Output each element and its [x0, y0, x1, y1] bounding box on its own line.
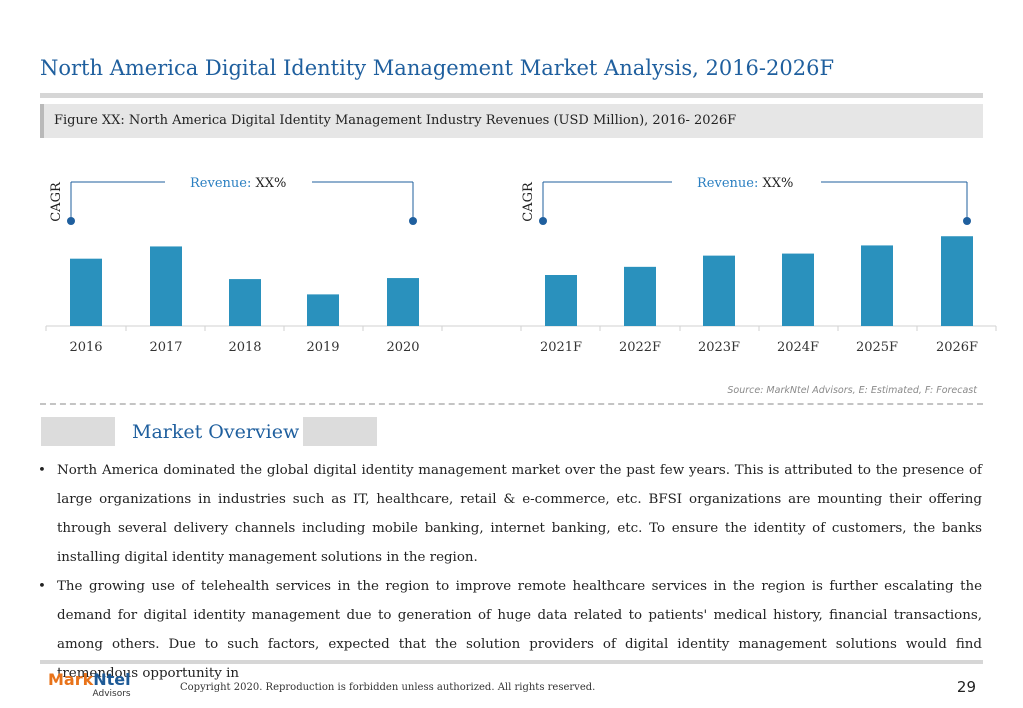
x-tick-label: 2022F: [619, 340, 661, 355]
market-overview-title: Market Overview: [132, 421, 300, 443]
bar-2023F: [703, 255, 735, 326]
overview-bullets: North America dominated the global digit…: [36, 456, 982, 688]
x-tick-label: 2021F: [540, 340, 582, 355]
bar-2021F: [545, 275, 577, 326]
x-tick-label: 2017: [149, 340, 182, 355]
cagr-label: CAGR: [521, 181, 536, 222]
bar-2022F: [624, 266, 656, 326]
x-tick-label: 2026F: [936, 340, 978, 355]
revenue-bar-chart: 2016 2017 2018 2019 2020 2021F 2022F 2023F 2024F…: [45, 176, 997, 355]
x-tick-label: 2025F: [856, 340, 898, 355]
cagr-label: CAGR: [49, 181, 64, 222]
logo-ntel-text: Ntel: [93, 670, 131, 689]
source-note: Source: MarkNtel Advisors, E: Estimated,…: [727, 385, 977, 396]
bar-2024F: [782, 253, 814, 326]
figure-caption-bar: Figure XX: North America Digital Identit…: [40, 104, 983, 138]
bar-2026F: [941, 236, 973, 326]
page-number: 29: [956, 678, 976, 696]
bar-2017: [150, 246, 182, 326]
x-tick-label: 2023F: [698, 340, 740, 355]
footer-divider: [40, 660, 983, 664]
revenue-label: Revenue: XX%: [190, 176, 286, 191]
cagr-dot-end: [409, 217, 417, 225]
logo-subtitle: Advisors: [92, 689, 131, 699]
overview-bullet: North America dominated the global digit…: [36, 456, 982, 572]
x-tick-label: 2024F: [777, 340, 819, 355]
page-title: North America Digital Identity Managemen…: [40, 56, 835, 80]
bar-2016: [70, 258, 102, 326]
logo-mark-text: Mark: [48, 670, 94, 689]
marknetl-logo: MarkNtel Advisors: [48, 670, 131, 700]
overview-bullet: The growing use of telehealth services i…: [36, 572, 982, 688]
x-tick-label: 2019: [306, 340, 339, 355]
overview-deco-right: [303, 417, 377, 446]
bar-2018: [229, 279, 261, 326]
bar-2025F: [861, 245, 893, 326]
figure-caption: Figure XX: North America Digital Identit…: [54, 113, 737, 128]
cagr-dot-end: [963, 217, 971, 225]
section-divider: [40, 403, 983, 405]
x-tick-label: 2016: [69, 340, 102, 355]
bar-2020: [387, 278, 419, 326]
copyright-text: Copyright 2020. Reproduction is forbidde…: [180, 682, 596, 693]
x-tick-label: 2020: [386, 340, 419, 355]
overview-deco-left: [41, 417, 115, 446]
cagr-dot-start: [539, 217, 547, 225]
revenue-label: Revenue: XX%: [697, 176, 793, 191]
cagr-dot-start: [67, 217, 75, 225]
x-tick-label: 2018: [228, 340, 261, 355]
title-divider: [40, 93, 983, 98]
bar-2019: [307, 294, 339, 326]
